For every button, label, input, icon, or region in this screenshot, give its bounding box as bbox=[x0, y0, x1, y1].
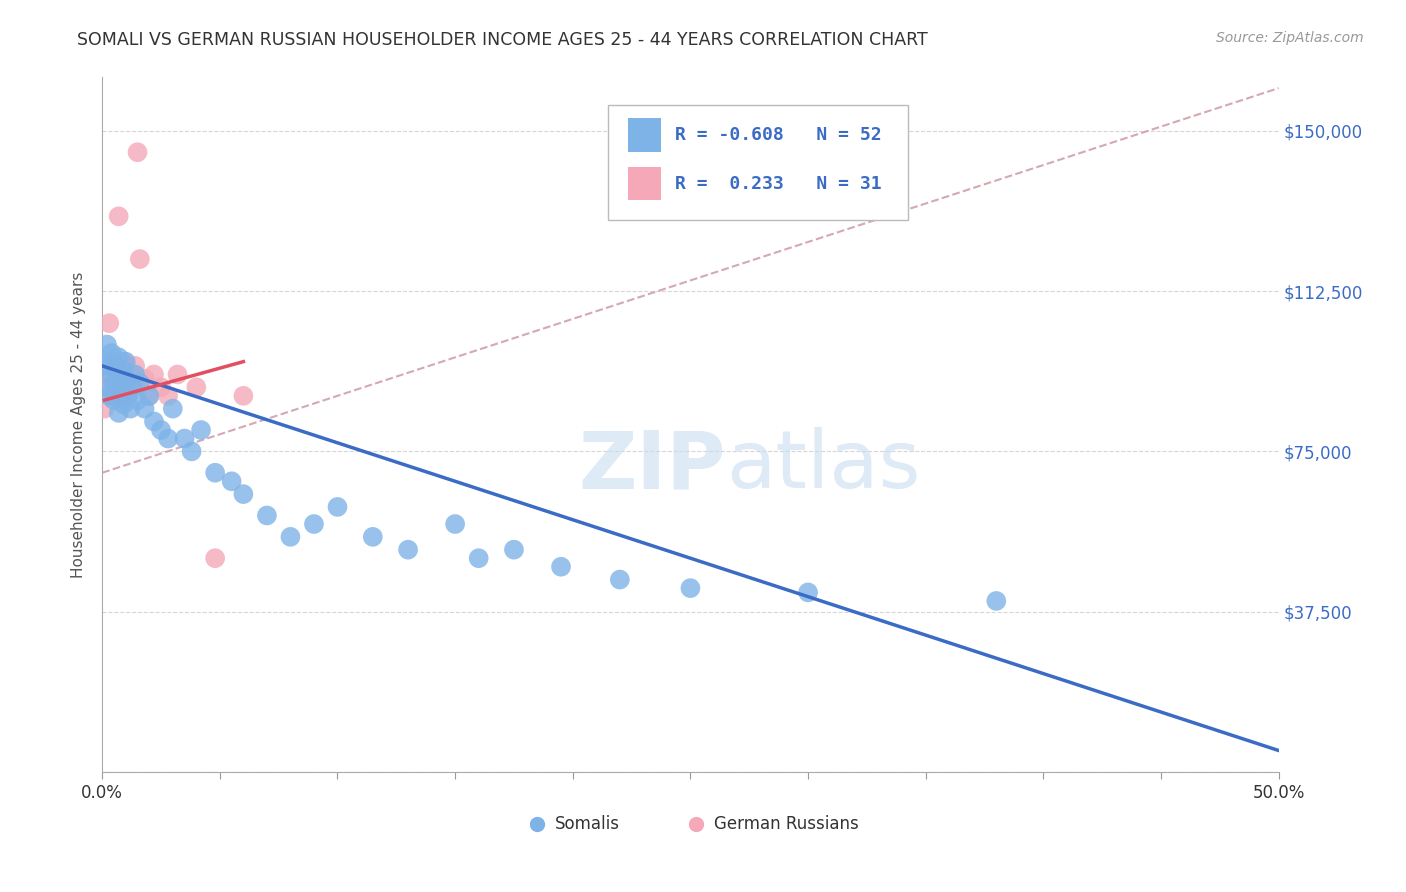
Point bbox=[120, 401, 142, 416]
Point bbox=[117, 389, 139, 403]
Text: ZIP: ZIP bbox=[578, 427, 725, 506]
Point bbox=[124, 359, 146, 373]
Point bbox=[103, 393, 125, 408]
Point bbox=[112, 389, 135, 403]
Point bbox=[114, 376, 136, 390]
Point bbox=[143, 414, 166, 428]
Point bbox=[138, 389, 160, 403]
Point bbox=[103, 354, 125, 368]
Text: R =  0.233   N = 31: R = 0.233 N = 31 bbox=[675, 175, 882, 193]
Point bbox=[280, 530, 302, 544]
FancyBboxPatch shape bbox=[607, 105, 908, 219]
Point bbox=[114, 372, 136, 386]
Point bbox=[96, 380, 118, 394]
Point bbox=[444, 516, 467, 531]
Point bbox=[103, 376, 125, 390]
Point bbox=[112, 397, 135, 411]
Point bbox=[186, 380, 208, 394]
Point bbox=[134, 401, 156, 416]
Point bbox=[143, 368, 166, 382]
Point bbox=[98, 359, 121, 373]
Point bbox=[121, 380, 143, 394]
Point bbox=[107, 210, 129, 224]
Point bbox=[100, 372, 122, 386]
Point bbox=[107, 406, 129, 420]
Point bbox=[797, 585, 820, 599]
Point bbox=[609, 573, 631, 587]
Point bbox=[105, 359, 128, 373]
Text: R = -0.608   N = 52: R = -0.608 N = 52 bbox=[675, 126, 882, 145]
Point bbox=[157, 389, 180, 403]
Point bbox=[138, 389, 160, 403]
Text: German Russians: German Russians bbox=[714, 815, 859, 833]
Text: Source: ZipAtlas.com: Source: ZipAtlas.com bbox=[1216, 31, 1364, 45]
Bar bbox=[628, 119, 661, 152]
Point bbox=[503, 542, 526, 557]
Point bbox=[467, 551, 489, 566]
Point bbox=[157, 432, 180, 446]
Point bbox=[396, 542, 419, 557]
Point bbox=[107, 351, 129, 365]
Point bbox=[221, 475, 243, 489]
Point bbox=[112, 363, 135, 377]
Point bbox=[98, 316, 121, 330]
Point bbox=[150, 380, 173, 394]
Point bbox=[962, 764, 984, 779]
Text: SOMALI VS GERMAN RUSSIAN HOUSEHOLDER INCOME AGES 25 - 44 YEARS CORRELATION CHART: SOMALI VS GERMAN RUSSIAN HOUSEHOLDER INC… bbox=[77, 31, 928, 49]
Text: Somalis: Somalis bbox=[555, 815, 620, 833]
Point bbox=[127, 145, 149, 160]
Point bbox=[134, 372, 156, 386]
Point bbox=[103, 389, 125, 403]
Point bbox=[112, 354, 135, 368]
Point bbox=[105, 368, 128, 382]
Point bbox=[232, 389, 254, 403]
Point bbox=[180, 444, 202, 458]
Point bbox=[232, 487, 254, 501]
Point bbox=[105, 363, 128, 377]
Y-axis label: Householder Income Ages 25 - 44 years: Householder Income Ages 25 - 44 years bbox=[72, 271, 86, 578]
Point bbox=[204, 551, 226, 566]
Point bbox=[110, 376, 132, 390]
Point bbox=[117, 389, 139, 403]
Text: atlas: atlas bbox=[725, 427, 920, 506]
Point bbox=[127, 393, 149, 408]
Point bbox=[110, 389, 132, 403]
Point bbox=[93, 401, 115, 416]
Point bbox=[105, 380, 128, 394]
Point bbox=[128, 252, 150, 266]
Point bbox=[128, 376, 150, 390]
Point bbox=[173, 432, 195, 446]
Point bbox=[105, 384, 128, 399]
Point bbox=[256, 508, 278, 523]
Point bbox=[114, 359, 136, 373]
Bar bbox=[628, 167, 661, 201]
Point bbox=[150, 423, 173, 437]
Point bbox=[107, 389, 129, 403]
Point bbox=[124, 368, 146, 382]
Point bbox=[166, 368, 188, 382]
Point bbox=[100, 368, 122, 382]
Point bbox=[96, 380, 118, 394]
Point bbox=[162, 401, 184, 416]
Point bbox=[361, 530, 384, 544]
Point bbox=[110, 372, 132, 386]
Point bbox=[326, 500, 349, 514]
Point bbox=[121, 380, 143, 394]
Point bbox=[98, 389, 121, 403]
Point bbox=[550, 559, 572, 574]
Point bbox=[98, 354, 121, 368]
Point bbox=[986, 594, 1008, 608]
Point bbox=[93, 359, 115, 373]
Point bbox=[190, 423, 212, 437]
Point bbox=[120, 368, 142, 382]
Point bbox=[114, 354, 136, 368]
Point bbox=[96, 337, 118, 351]
Point bbox=[302, 516, 325, 531]
Point bbox=[204, 466, 226, 480]
Point bbox=[679, 581, 702, 595]
Point bbox=[100, 346, 122, 360]
Point bbox=[1279, 764, 1302, 779]
